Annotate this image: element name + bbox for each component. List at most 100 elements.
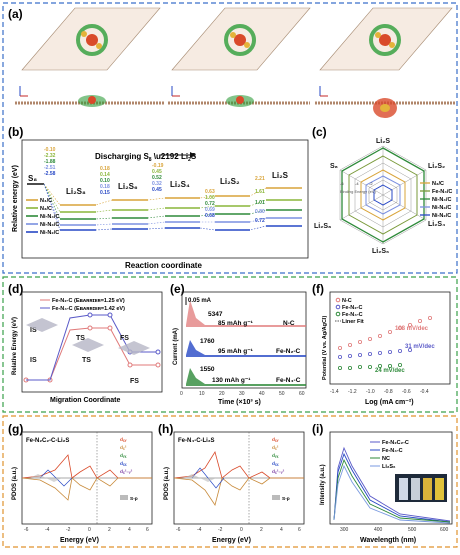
panel-e-xlabel: Time (×10³ s) xyxy=(218,399,261,406)
state-label: IS xyxy=(30,357,37,364)
panel-d-xlabel: Migration Coordinate xyxy=(50,397,120,404)
legend-item: Ni-N₄/C xyxy=(432,197,451,203)
row-name: Fe-N₄-C xyxy=(276,377,301,384)
legend-item: Fe-N₄/C xyxy=(432,189,452,195)
radar-axis-label: Li₂S₆ xyxy=(372,248,389,255)
panel-a-label: (a) xyxy=(8,7,23,21)
panel-f-chart: Potential (V vs. Ag/AgCl) Log (mA cm⁻²) … xyxy=(322,291,451,406)
x-tick: 4 xyxy=(128,527,131,533)
panel-h-xlabel: Energy (eV) xyxy=(212,537,251,544)
legend-item: dᵧᵪ xyxy=(272,453,279,459)
legend-item: dᵪᵪ xyxy=(120,461,127,467)
panel-e-ylabel: Current (mA) xyxy=(173,328,179,365)
lattice-1 xyxy=(21,7,161,71)
value: 2.21 xyxy=(255,176,265,182)
panel-b-xlabel: Reaction coordinate xyxy=(125,261,202,270)
panel-b-species: S₈ Li₂S₈ Li₂S₆ Li₂S₄ Li₂S₂ Li₂S xyxy=(28,171,289,196)
x-tick: -2 xyxy=(218,527,223,533)
x-tick: -4 xyxy=(197,527,202,533)
radar-axis-label: S₈ xyxy=(330,163,338,170)
slope-label: 108 mV/dec xyxy=(395,326,429,332)
legend-item: N-C xyxy=(342,298,352,304)
panel-e-chart: Current (mA) Time (×10³ s) 0 10 20 30 40… xyxy=(173,291,307,406)
x-tick: 50 xyxy=(279,391,285,397)
legend-item: Ni-N₃/C xyxy=(432,205,451,211)
panel-b-legend: N₄/C N₃/C Ni-N₄/C Ni-N₃/C Ni-N₂/C xyxy=(26,198,59,236)
x-tick: 6 xyxy=(298,527,301,533)
panel-b-title: Discharging S8 \u2192 Li2S xyxy=(95,152,197,163)
x-tick: 30 xyxy=(239,391,245,397)
value: 1.01 xyxy=(255,200,265,206)
panel-d-label: (d) xyxy=(8,282,23,296)
x-tick: -0.8 xyxy=(384,389,393,395)
legend-item: dᵪ²₋ᵧ² xyxy=(272,469,285,475)
legend-item: dᵪ² xyxy=(120,445,127,451)
state-label: TS xyxy=(82,357,91,364)
x-tick: 60 xyxy=(299,391,305,397)
side-view-3 xyxy=(315,86,455,118)
species-label: Li₂S₂ xyxy=(220,177,240,186)
panel-b-levels xyxy=(27,183,302,231)
panel-b-axes xyxy=(21,139,309,259)
x-tick: -2 xyxy=(66,527,71,533)
value: 1.00 xyxy=(205,195,215,201)
frame-bottom xyxy=(2,415,458,548)
legend-item: S-p xyxy=(282,496,290,502)
side-view-1 xyxy=(15,86,165,107)
x-tick: 0 xyxy=(240,527,243,533)
legend-item: dᵪᵧ xyxy=(272,437,279,443)
x-tick: 400 xyxy=(374,527,383,533)
x-tick: -0.6 xyxy=(402,389,411,395)
panel-g-title: Fe-N₂C₂-C-Li₂S xyxy=(26,438,69,444)
legend-item: dᵪᵧ xyxy=(120,437,127,443)
lattice-2 xyxy=(171,7,311,71)
radar-tick: -4 xyxy=(355,181,359,186)
value: 0.52 xyxy=(152,175,162,181)
x-tick: 4 xyxy=(280,527,283,533)
legend-item: Fe-N₄-C xyxy=(342,312,363,318)
panel-h-chart: PDOS (a.u.) Energy (eV) Fe-N₄-C-Li₂S dᵪᵧ… xyxy=(164,431,305,544)
x-tick: -0.4 xyxy=(420,389,429,395)
value: 0.69 xyxy=(205,207,215,213)
legend-item: dᵪᵪ xyxy=(272,461,279,467)
value: 0.63 xyxy=(205,189,215,195)
value: -2.51 xyxy=(44,165,56,171)
panel-c-label: (c) xyxy=(312,125,327,139)
value: 0.80 xyxy=(255,209,265,215)
species-label: S₈ xyxy=(28,174,37,183)
panel-i-chart: Intensity (a.u.) Wavelength (nm) 300 400… xyxy=(320,431,453,544)
species-label: Li₂S₈ xyxy=(66,187,86,196)
panel-i-label: (i) xyxy=(312,422,323,436)
panel-g-xlabel: Energy (eV) xyxy=(60,537,99,544)
legend-item: Fe-N₄-C xyxy=(382,448,403,454)
species-label: Li₂S₆ xyxy=(118,182,138,191)
state-label: TS xyxy=(76,335,85,342)
value: 0.14 xyxy=(100,172,110,178)
x-tick: 0 xyxy=(88,527,91,533)
x-tick: -4 xyxy=(45,527,50,533)
lattice-3 xyxy=(319,7,453,71)
state-label: FS xyxy=(120,335,129,342)
legend-item: S-p xyxy=(130,496,138,502)
radar-axis-label: Li₂S₈ xyxy=(314,223,331,230)
radar-axis-label: Li₂S xyxy=(376,138,390,145)
frame-top xyxy=(2,2,458,274)
legend-item: dᵧᵪ xyxy=(120,453,127,459)
row-peak: 1550 xyxy=(200,366,215,373)
x-tick: -6 xyxy=(176,527,181,533)
x-tick: 20 xyxy=(219,391,225,397)
x-tick: 2 xyxy=(260,527,263,533)
legend-item: N₃/C xyxy=(40,206,52,212)
legend-item: Ni-N₄/C xyxy=(40,214,59,220)
panel-h-ylabel: PDOS (a.u.) xyxy=(164,467,170,500)
x-tick: 2 xyxy=(108,527,111,533)
legend-item: Fe-N₄-C (Eʙᴀʀʀɪᴇʀ=1.42 eV) xyxy=(52,306,125,312)
species-label: Li₂S₄ xyxy=(170,180,190,189)
state-label: FS xyxy=(130,378,139,385)
value: 0.72 xyxy=(205,201,215,207)
row-cap: 85 mAh g⁻¹ xyxy=(218,320,253,327)
panel-f-xlabel: Log (mA cm⁻²) xyxy=(365,399,414,406)
legend-item: Ni-N₂/C xyxy=(432,213,451,219)
legend-item: Li₂S₆ xyxy=(382,464,396,470)
